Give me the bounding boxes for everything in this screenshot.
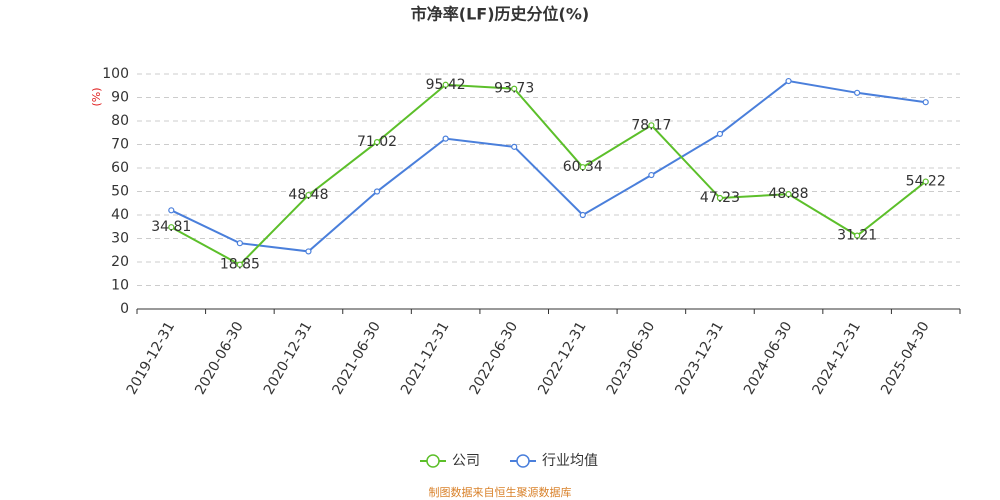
x-tick-label: 2023-12-31	[672, 319, 727, 397]
data-point	[922, 178, 929, 185]
data-point	[236, 261, 243, 268]
data-label: 18.85	[220, 257, 260, 273]
y-tick-label: 10	[111, 278, 129, 294]
y-tick-label: 30	[111, 231, 129, 247]
x-tick-label: 2022-12-31	[535, 319, 590, 397]
y-axis-label: (%)	[90, 87, 103, 106]
data-label: 48.48	[288, 187, 328, 203]
legend-label: 公司	[452, 453, 480, 469]
data-point	[236, 240, 243, 247]
data-point	[716, 194, 724, 202]
data-point	[648, 122, 655, 129]
data-point	[442, 81, 449, 88]
x-tick-label: 2024-06-30	[741, 319, 796, 397]
data-point	[305, 248, 312, 255]
data-label: 93.73	[494, 81, 534, 97]
data-point	[373, 139, 381, 146]
legend-label: 行业均值	[542, 453, 598, 469]
data-point	[373, 188, 381, 195]
y-tick-label: 20	[111, 254, 129, 270]
data-point	[511, 143, 518, 150]
legend-marker	[426, 454, 440, 468]
data-point	[168, 207, 175, 214]
series-line	[170, 79, 926, 253]
data-point	[922, 99, 929, 106]
data-label: 95.42	[426, 77, 466, 93]
data-point	[648, 171, 655, 179]
x-tick-label: 2024-12-31	[810, 319, 865, 397]
y-tick-label: 60	[111, 160, 129, 176]
x-tick-label: 2025-04-30	[878, 319, 933, 397]
data-label: 47.23	[700, 190, 740, 206]
data-point	[716, 130, 724, 138]
y-tick-label: 80	[111, 113, 129, 129]
series-line	[170, 83, 927, 266]
y-tick-label: 70	[111, 137, 129, 153]
data-label: 31.21	[837, 228, 877, 244]
data-label: 60.34	[563, 159, 603, 175]
y-tick-label: 0	[120, 301, 129, 317]
data-point	[442, 135, 449, 142]
data-label: 78.17	[631, 117, 671, 133]
data-point	[579, 164, 586, 171]
data-point	[785, 77, 792, 85]
data-point	[511, 85, 518, 92]
data-point	[168, 224, 175, 231]
y-tick-label: 50	[111, 184, 129, 200]
data-point	[785, 191, 792, 198]
y-tick-label: 90	[111, 90, 129, 106]
data-point	[305, 191, 312, 199]
legend-marker	[516, 454, 530, 468]
data-point	[854, 232, 861, 239]
data-label: 48.88	[768, 186, 808, 202]
x-tick-label: 2023-06-30	[604, 319, 659, 397]
data-label: 54.22	[906, 174, 946, 190]
y-tick-label: 40	[111, 207, 129, 223]
x-tick-label: 2020-12-31	[261, 319, 316, 397]
x-tick-label: 2021-06-30	[329, 319, 384, 397]
chart-title: 市净率(LF)历史分位(%)	[411, 5, 589, 24]
data-label: 34.81	[151, 219, 191, 235]
x-tick-label: 2022-06-30	[467, 319, 522, 397]
x-tick-label: 2019-12-31	[124, 319, 179, 397]
data-point	[854, 89, 861, 96]
source-note: 制图数据来自恒生聚源数据库	[429, 485, 572, 499]
data-point	[579, 211, 586, 219]
data-label: 71.02	[357, 134, 397, 150]
x-tick-label: 2021-12-31	[398, 319, 453, 397]
x-tick-label: 2020-06-30	[192, 319, 247, 397]
y-tick-label: 100	[102, 66, 129, 82]
